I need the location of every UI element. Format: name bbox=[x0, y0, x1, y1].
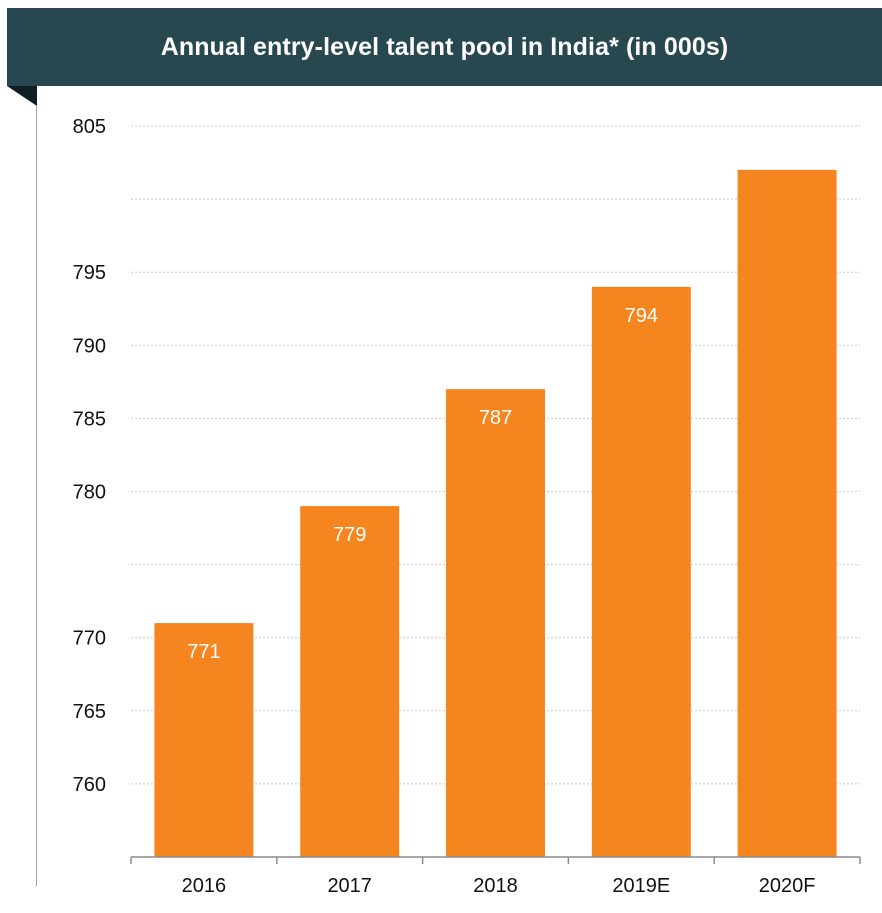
bar-2020F bbox=[737, 169, 837, 858]
y-tick-label: 785 bbox=[73, 408, 106, 430]
x-tick-label: 2016 bbox=[182, 875, 227, 897]
data-label: 787 bbox=[479, 407, 512, 429]
y-tick-label: 780 bbox=[73, 482, 106, 504]
x-tick-label: 2018 bbox=[473, 875, 518, 897]
y-tick-label: 790 bbox=[73, 335, 106, 357]
data-label: 771 bbox=[187, 641, 220, 663]
bar-2019E bbox=[591, 286, 691, 857]
x-tick-label: 2017 bbox=[327, 875, 372, 897]
data-label: 779 bbox=[333, 524, 366, 546]
x-tick-label: 2020F bbox=[759, 875, 816, 897]
y-tick-label: 805 bbox=[73, 116, 106, 138]
data-label: 794 bbox=[625, 305, 658, 327]
chart-title-banner: Annual entry-level talent pool in India*… bbox=[7, 8, 882, 86]
bar-2018 bbox=[446, 389, 545, 857]
left-border-line bbox=[36, 106, 37, 886]
y-tick-label: 765 bbox=[73, 701, 106, 723]
y-tick-label: 795 bbox=[73, 262, 106, 284]
x-tick-label: 2019E bbox=[612, 875, 670, 897]
bar-2017 bbox=[300, 506, 400, 857]
banner-fold-shadow bbox=[7, 86, 37, 106]
bar-2016 bbox=[154, 623, 254, 857]
y-tick-label: 760 bbox=[73, 774, 106, 796]
chart-title: Annual entry-level talent pool in India*… bbox=[160, 32, 729, 61]
y-tick-label: 770 bbox=[73, 628, 106, 650]
